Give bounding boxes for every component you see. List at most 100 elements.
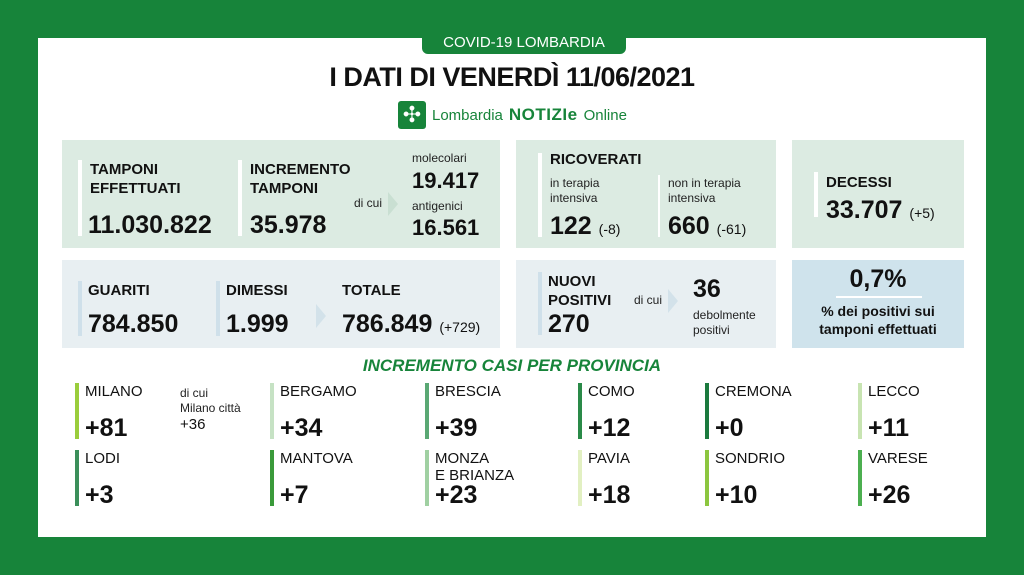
province-lodi: LODI +3 [75, 450, 225, 509]
ricoverati-label: RICOVERATI [550, 151, 642, 168]
divider [78, 281, 82, 336]
nuovi-box [516, 260, 776, 348]
incremento-label: INCREMENTO TAMPONI [250, 161, 351, 197]
molecolari-value: 19.417 [412, 168, 480, 193]
decessi-box [792, 140, 964, 248]
province-como: COMO +12 [578, 383, 728, 442]
decessi-label: DECESSI [826, 174, 892, 191]
logo-pre: Lombardia [432, 106, 503, 124]
nti-value: 660 (-61) [668, 212, 747, 240]
dimessi-label: DIMESSI [226, 282, 288, 299]
province-name: PAVIA [588, 450, 630, 467]
dimessi-value: 1.999 [226, 310, 289, 338]
guariti-box [62, 260, 500, 348]
ricoverati-box [516, 140, 776, 248]
divider [836, 296, 922, 298]
province-name: MONZA E BRIANZA [435, 450, 515, 484]
province-varese: VARESE +26 [858, 450, 1008, 509]
ti-value: 122 (-8) [550, 212, 621, 240]
province-lecco: LECCO +11 [858, 383, 1008, 442]
province-value: +23 [435, 481, 478, 509]
province-name: CREMONA [715, 383, 792, 400]
nuovi-value: 270 [548, 310, 590, 338]
percent-value: 0,7% [849, 265, 907, 293]
tamponi-label: TAMPONI EFFETTUATI [90, 161, 181, 197]
decessi-value: 33.707 (+5) [826, 196, 935, 224]
page-title: I DATI DI VENERDÌ 11/06/2021 [329, 62, 695, 92]
incremento-value: 35.978 [250, 211, 327, 239]
province-value: +3 [85, 481, 114, 509]
arrow-icon [388, 192, 398, 216]
province-value: +12 [588, 414, 631, 442]
province-value: +26 [868, 481, 911, 509]
province-cremona: CREMONA +0 [705, 383, 855, 442]
header-tag: COVID-19 LOMBARDIA [422, 32, 626, 54]
province-bar [858, 450, 862, 506]
tamponi-box [62, 140, 500, 248]
logo-post: Online [583, 106, 627, 124]
guariti-label: GUARITI [88, 282, 150, 299]
province-value: +18 [588, 481, 631, 509]
province-bar [425, 383, 429, 439]
province-name: SONDRIO [715, 450, 786, 467]
province-pavia: PAVIA +18 [578, 450, 728, 509]
di-cui-label: di cui [354, 196, 383, 210]
divider [216, 281, 220, 336]
province-value: +7 [280, 481, 309, 509]
province-name: LECCO [868, 383, 920, 400]
divider [814, 172, 818, 217]
nuovi-label: NUOVI POSITIVI [548, 273, 612, 309]
province-bar [425, 450, 429, 506]
province-value: +34 [280, 414, 323, 442]
totale-label: TOTALE [342, 282, 401, 299]
province-name: VARESE [868, 450, 928, 467]
arrow-icon [316, 304, 326, 328]
province-value: +10 [715, 481, 758, 509]
province-bar [578, 383, 582, 439]
province-brescia: BRESCIA +39 [425, 383, 575, 442]
province-bar [705, 383, 709, 439]
province-name: MANTOVA [280, 450, 353, 467]
molecolari-label: molecolari [412, 151, 467, 165]
province-name: COMO [588, 383, 635, 400]
di-cui-label: di cui [634, 293, 663, 307]
province-bar [858, 383, 862, 439]
section-title: INCREMENTO CASI PER PROVINCIA [362, 356, 662, 375]
province-sondrio: SONDRIO +10 [705, 450, 855, 509]
milano-city-value: +36 [180, 416, 206, 433]
antigenici-label: antigenici [412, 199, 463, 213]
percent-box [792, 260, 964, 348]
province-value: +0 [715, 414, 744, 442]
province-value: +11 [868, 414, 910, 442]
province-bar [270, 383, 274, 439]
divider [658, 175, 660, 237]
guariti-value: 784.850 [88, 310, 179, 338]
province-name: LODI [85, 450, 121, 467]
divider [78, 160, 82, 236]
province-bar [75, 450, 79, 506]
debolmente-value: 36 [693, 275, 721, 303]
logo: ✣ Lombardia NOTIZIe Online [398, 101, 627, 129]
province-bar [578, 450, 582, 506]
divider [238, 160, 242, 236]
ti-label: in terapia intensiva [550, 176, 600, 205]
province-value: +81 [85, 414, 128, 442]
province-monza: MONZA E BRIANZA +23 [425, 450, 575, 509]
totale-value: 786.849 (+729) [342, 310, 481, 338]
province-name: BERGAMO [280, 383, 357, 400]
tamponi-value: 11.030.822 [88, 211, 212, 239]
province-bergamo: BERGAMO +34 [270, 383, 420, 442]
milano-city-label: di cui Milano città [180, 386, 241, 415]
arrow-icon [668, 289, 678, 313]
percent-label: % dei positivi sui tamponi effettuati [819, 303, 937, 337]
province-milano: MILANO +81 [75, 383, 225, 442]
divider [538, 153, 542, 237]
province-name: BRESCIA [435, 383, 501, 400]
debolmente-label: debolmente positivi [693, 308, 756, 337]
province-bar [270, 450, 274, 506]
nti-label: non in terapia intensiva [668, 176, 741, 205]
cross-flower-icon: ✣ [398, 101, 426, 129]
province-bar [75, 383, 79, 439]
province-value: +39 [435, 414, 478, 442]
divider [538, 272, 542, 335]
